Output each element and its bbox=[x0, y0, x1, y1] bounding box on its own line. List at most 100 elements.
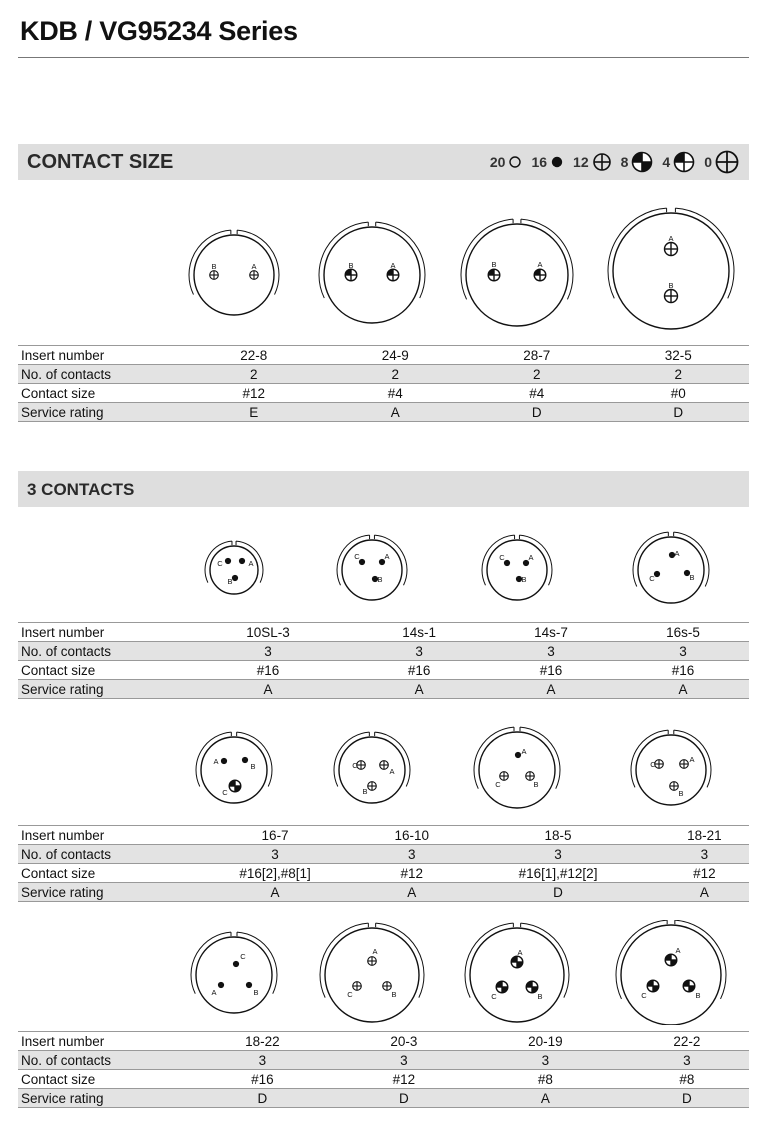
keyway-arc bbox=[473, 726, 515, 789]
table-cell: A bbox=[183, 679, 354, 699]
contact-size-row: Contact size #16 #16 #16 #16 bbox=[18, 660, 749, 680]
contact-letter-label: B bbox=[348, 261, 353, 270]
connector-face: C A B bbox=[190, 931, 278, 1014]
contact-crosshair-icon bbox=[669, 781, 679, 791]
table-cell: D bbox=[341, 1088, 466, 1108]
table-cell: #4 bbox=[324, 383, 466, 403]
legend-size-label: 16 bbox=[531, 154, 548, 170]
contact-solid-dot-icon bbox=[220, 757, 228, 765]
keyway-arc bbox=[333, 731, 370, 787]
table-cell: D bbox=[456, 882, 660, 902]
connector-face: A B C bbox=[195, 731, 273, 804]
keyway-arc bbox=[460, 218, 514, 300]
contact-size-heading: CONTACT SIZE bbox=[27, 151, 174, 173]
contact-solid-dot-icon bbox=[241, 756, 249, 764]
table-cell: 10SL-3 bbox=[183, 622, 354, 642]
contact-letter-label: B bbox=[537, 992, 542, 1001]
table-cell: #12 bbox=[367, 863, 457, 883]
table-cell: 3 bbox=[367, 844, 457, 864]
contact-crosshair-icon bbox=[525, 771, 535, 781]
contact-letter-label: C bbox=[222, 788, 228, 797]
connector-face: A C B bbox=[464, 922, 570, 1023]
table-cell: D bbox=[466, 402, 608, 422]
no-of-contacts-row: No. of contacts 2 2 2 2 bbox=[18, 364, 749, 384]
row-label: No. of contacts bbox=[18, 641, 183, 661]
table-cell: 14s-7 bbox=[485, 622, 618, 642]
contact-solid-dot-icon bbox=[514, 751, 522, 759]
table-cell: 2 bbox=[183, 364, 325, 384]
keyway-arc bbox=[675, 207, 735, 299]
connector-face: C A B bbox=[630, 729, 712, 806]
table-cell: #8 bbox=[624, 1069, 749, 1089]
page-title: KDB / VG95234 Series bbox=[20, 16, 298, 46]
connector-outline bbox=[200, 736, 268, 804]
table-cell: 22-8 bbox=[183, 345, 325, 365]
contact-letter-label: A bbox=[537, 260, 542, 269]
contact-size-row: Contact size #16[2],#8[1] #12 #16[1],#12[2]… bbox=[18, 863, 749, 883]
keyway-arc bbox=[607, 207, 667, 299]
contact-half-fill-icon bbox=[646, 979, 660, 993]
keyway-arc bbox=[674, 920, 727, 1000]
insert-number-row: Insert number 16-7 16-10 18-5 18-21 bbox=[18, 825, 749, 845]
contact-letter-label: A bbox=[390, 261, 395, 270]
contact-half-fill-icon bbox=[228, 779, 242, 793]
contact-letter-label: C bbox=[649, 574, 655, 583]
table-cell: #16[1],#12[2] bbox=[456, 863, 660, 883]
connector-face: AB bbox=[607, 207, 735, 330]
keyway-arc bbox=[630, 729, 669, 788]
connector-outline bbox=[469, 927, 565, 1023]
contact-20-open-circle-icon bbox=[508, 155, 522, 169]
contact-solid-dot-icon bbox=[683, 569, 691, 577]
keyway-arc bbox=[195, 731, 232, 787]
no-of-contacts-row: No. of contacts 3 3 3 3 bbox=[18, 844, 749, 864]
table-cell: #8 bbox=[465, 1069, 625, 1089]
keyway-arc bbox=[204, 540, 233, 583]
contact-half-fill-icon bbox=[664, 953, 678, 967]
row-label: Insert number bbox=[18, 825, 183, 845]
keyway-arc bbox=[237, 229, 280, 295]
table-cell: 14s-1 bbox=[353, 622, 486, 642]
contact-crosshair-icon bbox=[352, 981, 362, 991]
table-cell: 22-2 bbox=[624, 1031, 749, 1051]
contact-crosshair-icon bbox=[382, 981, 392, 991]
contact-letter-label: B bbox=[362, 787, 367, 796]
contact-letter-label: A bbox=[517, 948, 522, 957]
contact-letter-label: C bbox=[641, 991, 647, 1000]
connector-outline bbox=[637, 536, 705, 604]
legend-size-label: 8 bbox=[620, 154, 629, 170]
table-cell: 3 bbox=[624, 1050, 749, 1070]
table-cell: D bbox=[624, 1088, 749, 1108]
contact-letter-label: B bbox=[250, 762, 255, 771]
contact-solid-dot-icon bbox=[668, 551, 676, 559]
contact-letter-label: A bbox=[674, 549, 679, 558]
contact-solid-dot-icon bbox=[231, 574, 239, 582]
service-rating-row: Service rating A A D A bbox=[18, 882, 749, 902]
contact-letter-label: A bbox=[689, 755, 694, 764]
table-cell: 28-7 bbox=[466, 345, 608, 365]
keyway-arc bbox=[519, 534, 553, 586]
insert-spec-table: Insert number 16-7 16-10 18-5 18-21 No. of co… bbox=[18, 825, 749, 902]
contact-crosshair-icon bbox=[249, 270, 259, 280]
row-label: No. of contacts bbox=[18, 1050, 183, 1070]
row-label: Service rating bbox=[18, 402, 183, 422]
contact-letter-label: C bbox=[499, 553, 505, 562]
contact-solid-dot-icon bbox=[232, 960, 240, 968]
table-cell: A bbox=[659, 882, 749, 902]
legend-size-label: 0 bbox=[704, 154, 712, 170]
contact-letter-label: A bbox=[389, 767, 394, 776]
contact-crosshair-icon bbox=[367, 956, 377, 966]
contact-16-solid-dot-icon bbox=[550, 155, 564, 169]
keyway-arc bbox=[318, 221, 369, 299]
service-rating-row: Service rating A A A A bbox=[18, 679, 749, 699]
contact-letter-label: C bbox=[240, 952, 246, 961]
table-cell: 2 bbox=[466, 364, 608, 384]
insert-spec-table: Insert number 22-8 24-9 28-7 32-5 No. of cont… bbox=[18, 345, 749, 422]
table-cell: #16 bbox=[183, 1069, 342, 1089]
contact-letter-label: B bbox=[668, 281, 673, 290]
contact-letter-label: B bbox=[491, 260, 496, 269]
connector-outline bbox=[486, 539, 548, 601]
table-cell: 3 bbox=[353, 641, 486, 661]
